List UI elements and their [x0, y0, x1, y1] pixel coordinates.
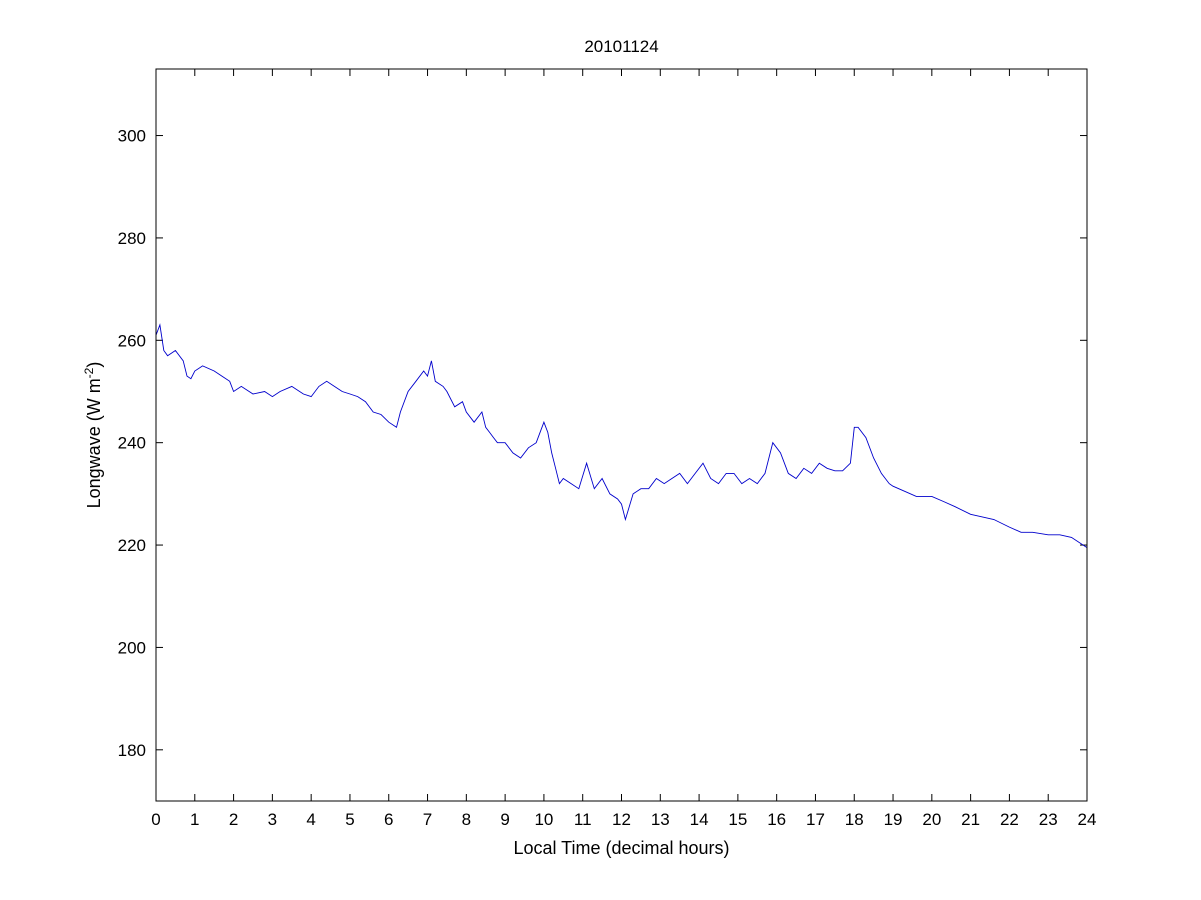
y-tick-label: 200	[118, 638, 146, 657]
y-tick-label: 280	[118, 229, 146, 248]
x-tick-label: 13	[651, 810, 670, 829]
x-tick-label: 17	[806, 810, 825, 829]
x-tick-label: 23	[1039, 810, 1058, 829]
x-tick-label: 22	[1000, 810, 1019, 829]
x-tick-label: 21	[961, 810, 980, 829]
x-tick-label: 12	[612, 810, 631, 829]
longwave-series-line	[155, 323, 1088, 548]
x-tick-label: 16	[767, 810, 786, 829]
x-tick-label: 15	[728, 810, 747, 829]
x-tick-label: 3	[268, 810, 277, 829]
x-tick-label: 19	[884, 810, 903, 829]
y-axis-label-close: )	[84, 362, 104, 368]
y-tick-label: 300	[118, 127, 146, 146]
x-tick-label: 7	[423, 810, 432, 829]
chart-title: 20101124	[584, 37, 658, 56]
x-tick-label: 9	[500, 810, 509, 829]
x-tick-label: 4	[306, 810, 315, 829]
y-axis-label-main: Longwave (W m	[84, 378, 104, 508]
x-tick-label: 11	[574, 810, 592, 829]
y-tick-label: 180	[118, 741, 146, 760]
x-tick-label: 18	[845, 810, 864, 829]
y-axis-label-sup: -2	[82, 367, 96, 378]
x-axis-label: Local Time (decimal hours)	[513, 838, 729, 858]
y-axis-ticks: 180 200 220 240 260 280 300	[118, 127, 1087, 760]
x-tick-label: 10	[534, 810, 553, 829]
plot-frame	[155, 68, 1088, 802]
x-tick-label: 14	[690, 810, 709, 829]
x-tick-label: 6	[384, 810, 393, 829]
y-tick-label: 240	[118, 434, 146, 453]
x-tick-label: 20	[922, 810, 941, 829]
plot-background	[156, 69, 1087, 801]
x-tick-label: 1	[190, 810, 199, 829]
x-tick-label: 2	[229, 810, 238, 829]
x-axis-ticks: 0 1 2 3 4 5 6 7 8 9 10 11 12 13 14 15 16 17 18 19 20 21 22 23 24	[151, 69, 1096, 829]
x-tick-label: 8	[462, 810, 471, 829]
x-tick-label: 24	[1078, 810, 1097, 829]
y-tick-label: 220	[118, 536, 146, 555]
y-axis-label: Longwave (W m-2)	[82, 362, 104, 509]
x-tick-label: 5	[345, 810, 354, 829]
x-tick-label: 0	[151, 810, 160, 829]
y-tick-label: 260	[118, 331, 146, 350]
